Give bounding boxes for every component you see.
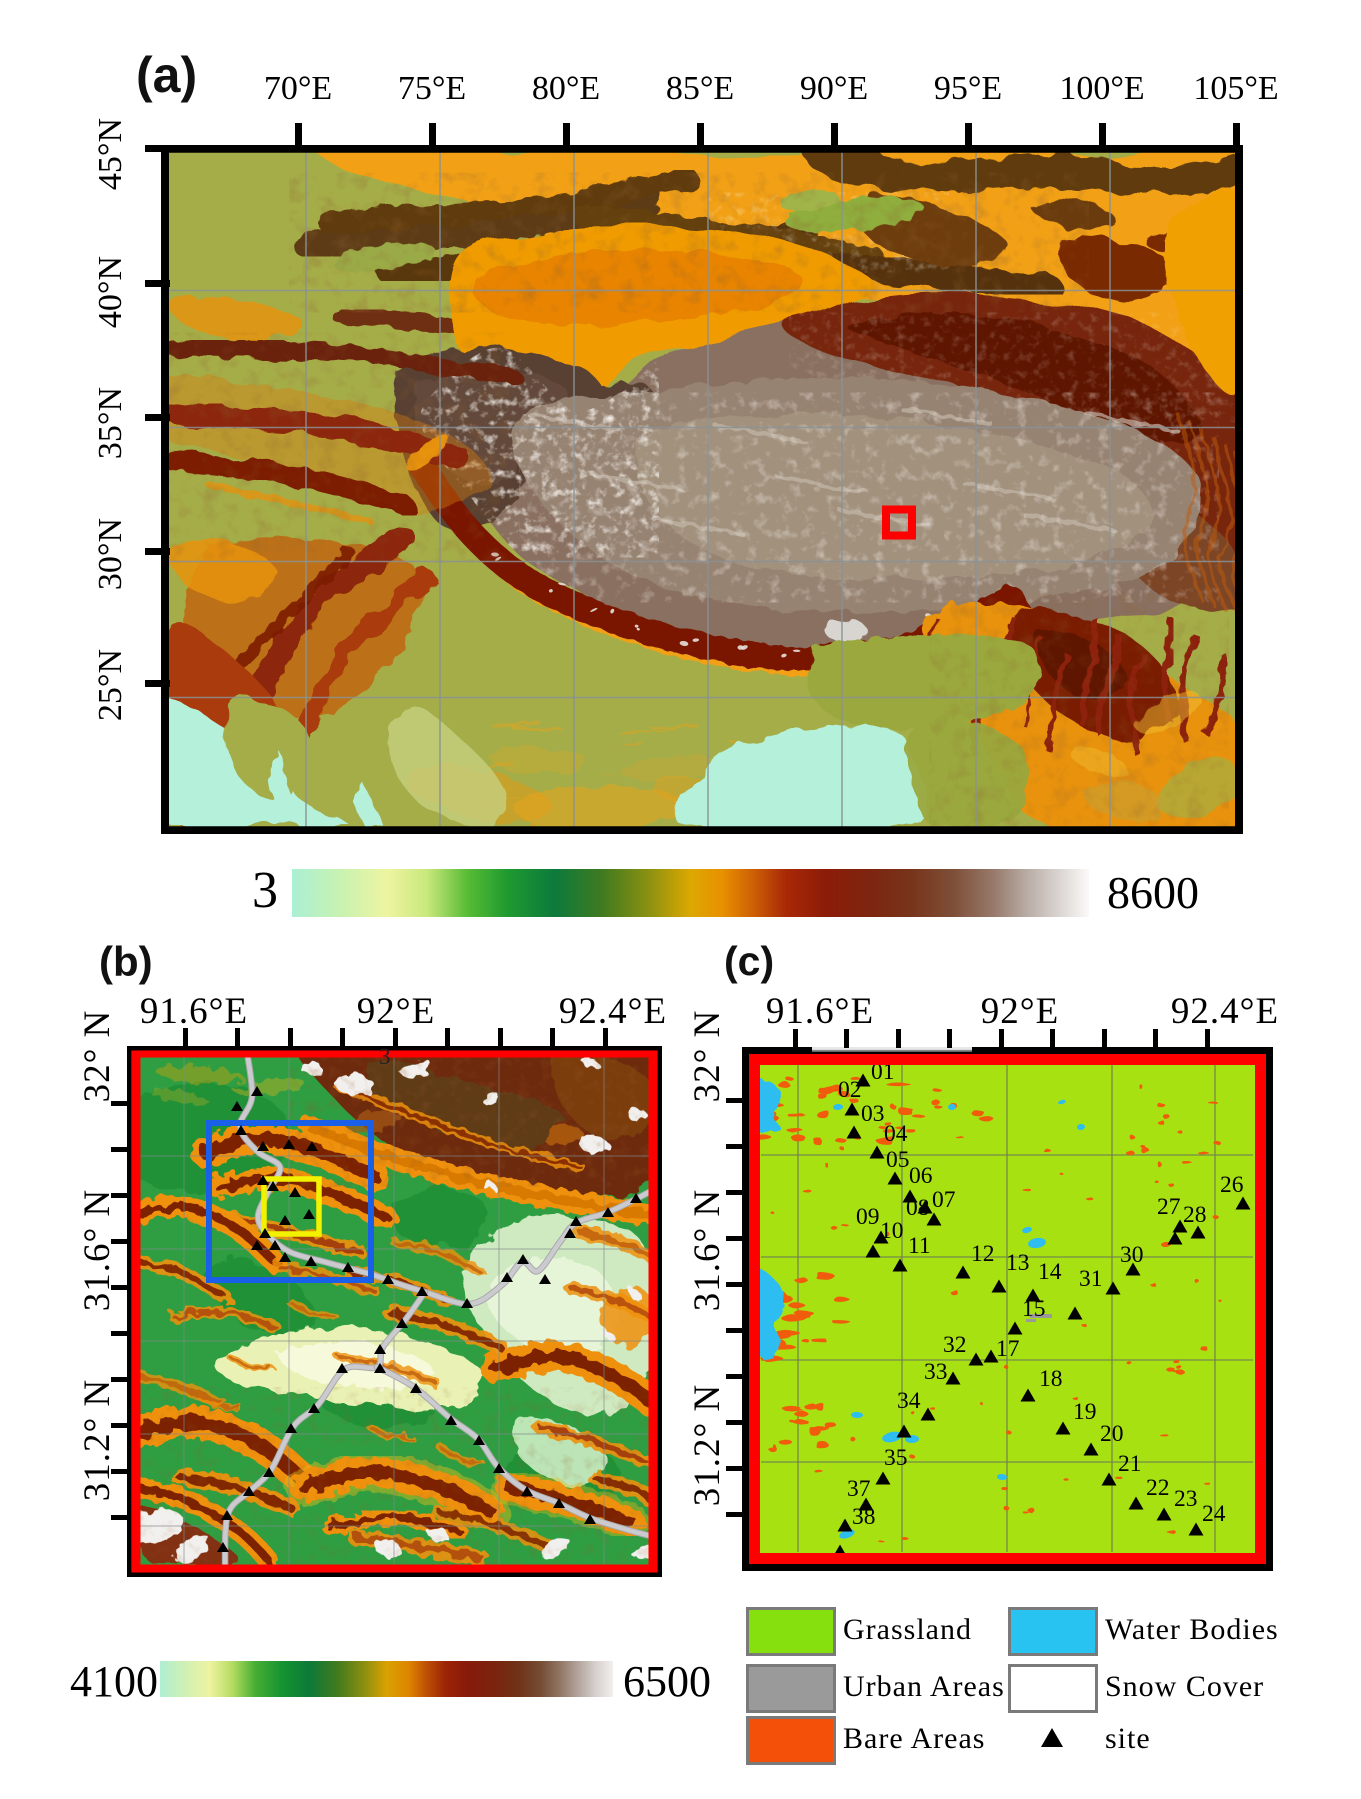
svg-text:30: 30 [1120, 1242, 1144, 1268]
svg-text:09: 09 [856, 1204, 880, 1230]
svg-text:31: 31 [1079, 1266, 1103, 1292]
svg-text:26: 26 [1220, 1172, 1244, 1198]
svg-text:01: 01 [871, 1059, 895, 1085]
svg-text:14: 14 [1038, 1259, 1062, 1285]
svg-text:28: 28 [1183, 1202, 1207, 1228]
svg-text:35: 35 [884, 1445, 908, 1471]
svg-text:20: 20 [1100, 1421, 1124, 1447]
svg-text:17: 17 [996, 1336, 1020, 1362]
svg-text:27: 27 [1157, 1194, 1181, 1220]
svg-text:04: 04 [884, 1121, 908, 1147]
svg-text:18: 18 [1039, 1366, 1063, 1392]
svg-text:10: 10 [880, 1218, 904, 1244]
svg-text:13: 13 [1006, 1250, 1030, 1276]
svg-text:34: 34 [897, 1388, 921, 1414]
svg-text:37: 37 [847, 1476, 871, 1502]
svg-text:08: 08 [906, 1195, 930, 1221]
svg-text:22: 22 [1146, 1475, 1170, 1501]
svg-text:24: 24 [1202, 1501, 1226, 1527]
svg-text:33: 33 [924, 1359, 948, 1385]
svg-text:11: 11 [908, 1233, 931, 1259]
svg-text:32: 32 [943, 1332, 967, 1358]
svg-text:19: 19 [1073, 1399, 1097, 1425]
svg-text:05: 05 [886, 1147, 910, 1173]
svg-text:06: 06 [909, 1163, 933, 1189]
svg-text:03: 03 [861, 1101, 885, 1127]
svg-text:21: 21 [1118, 1451, 1142, 1477]
svg-text:02: 02 [838, 1077, 862, 1103]
svg-text:23: 23 [1174, 1486, 1198, 1512]
svg-text:15: 15 [1022, 1296, 1046, 1322]
svg-text:38: 38 [852, 1504, 876, 1530]
svg-text:12: 12 [971, 1241, 995, 1267]
svg-text:07: 07 [932, 1187, 956, 1213]
